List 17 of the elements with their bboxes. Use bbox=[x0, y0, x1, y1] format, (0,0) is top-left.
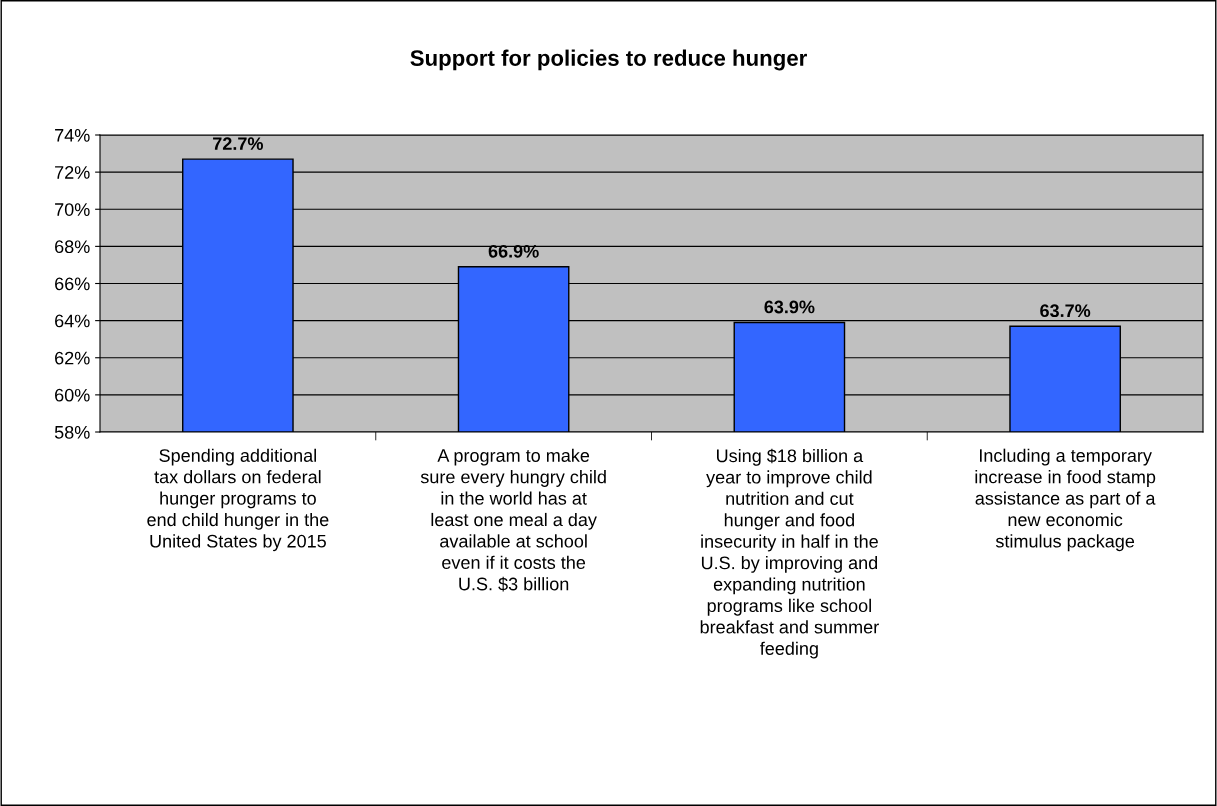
y-tick-label: 60% bbox=[55, 388, 90, 402]
y-tick-label: 74% bbox=[55, 129, 90, 142]
y-tick-label: 68% bbox=[55, 240, 90, 254]
y-tick-label: 72% bbox=[55, 166, 90, 179]
x-tick-label: A program to make sure every hungry child in the world has at least one meal a day available at school even if it costs the U.S. $3 billion bbox=[420, 448, 606, 592]
x-tick-label: Including a temporary increase in food stamp assistance as part of a new economic stimulus package bbox=[975, 448, 1156, 552]
y-tick-label: 62% bbox=[55, 351, 90, 365]
y-tick-label: 58% bbox=[54, 425, 90, 439]
x-tick-label: Spending additional tax dollars on federal hunger programs to end child hunger in the United States by 2015 bbox=[147, 448, 329, 552]
data-label: 63.7% bbox=[1040, 304, 1091, 318]
data-label: 72.7% bbox=[213, 137, 263, 150]
y-tick-label: 64% bbox=[55, 314, 90, 328]
y-tick-label: 66% bbox=[55, 277, 90, 291]
y-tick-label: 70% bbox=[55, 203, 90, 216]
category-label: Using $18 billion a year to improve child nutrition and cut hunger and food insecurity in half in the U.S. by improving and expanding nutrition programs like school breakfast and summer feeding bbox=[700, 448, 879, 659]
data-label: 63.9% bbox=[764, 300, 815, 314]
chart-title: Support for policies to reduce hunger bbox=[410, 49, 807, 71]
